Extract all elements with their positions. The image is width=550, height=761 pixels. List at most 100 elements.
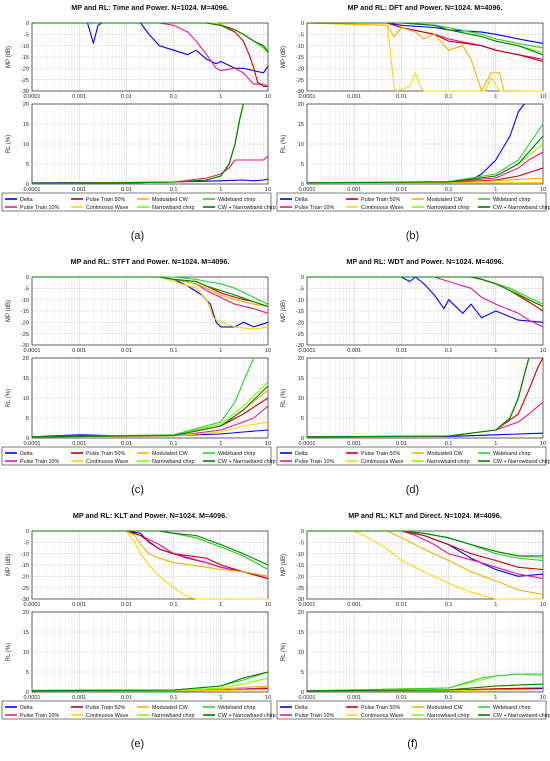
rl-xtick-label: 0.0001 <box>298 695 315 701</box>
rl-ytick-label: 0 <box>26 182 29 188</box>
mp-xtick-label: 0.01 <box>396 348 407 354</box>
rl-xtick-label: 0.001 <box>72 187 86 193</box>
rl-ytick-label: 0 <box>26 436 29 442</box>
rl-xtick-label: 0.01 <box>396 441 407 447</box>
rl-ytick-label: 15 <box>23 122 29 128</box>
mp-xtick-label: 0.0001 <box>23 94 40 100</box>
mp-ytick-label: -30 <box>296 597 304 603</box>
panel-label: (d) <box>406 484 419 496</box>
legend-entry: Delta <box>20 705 33 711</box>
rl-ytick-label: 5 <box>301 670 304 676</box>
mp-series-continuous-wave <box>307 22 543 92</box>
legend-entry: Pulse Train 10% <box>295 205 334 211</box>
rl-ytick-label: 10 <box>298 650 304 656</box>
legend-entry: Pulse Train 50% <box>361 705 400 711</box>
rl-ytick-label: 20 <box>298 610 304 616</box>
rl-series-modulated-cw <box>307 177 543 184</box>
legend-entry: Continuous Wave <box>361 713 403 719</box>
mp-series-cw-narrowband-chirp <box>32 22 268 53</box>
mp-xtick-label: 1 <box>219 348 222 354</box>
mp-xtick-label: 0.0001 <box>298 602 315 608</box>
mp-series-group <box>32 276 268 330</box>
legend-entry: Continuous Wave <box>361 459 403 465</box>
rl-xtick-label: 10 <box>265 695 271 701</box>
rl-ytick-label: 10 <box>298 142 304 148</box>
rl-ylabel: RL (%) <box>6 643 12 661</box>
mp-xtick-label: 0.001 <box>72 602 86 608</box>
mp-ytick-label: -25 <box>296 78 304 84</box>
mp-xtick-label: 0.01 <box>396 602 407 608</box>
rl-series-cw-narrowband-chirp <box>32 103 244 184</box>
mp-ytick-label: -20 <box>296 575 304 581</box>
legend-entry: Pulse Train 50% <box>86 197 125 203</box>
rl-xtick-label: 10 <box>540 187 546 193</box>
mp-xtick-label: 0.01 <box>121 602 132 608</box>
legend-entry: Delta <box>295 197 308 203</box>
mp-xtick-label: 1 <box>494 348 497 354</box>
mp-series-cw-narrowband-chirp <box>32 530 268 566</box>
mp-xtick-label: 10 <box>265 602 271 608</box>
legend-entry: Pulse Train 50% <box>86 451 125 457</box>
rl-ytick-label: 10 <box>298 396 304 402</box>
mp-xtick-label: 0.001 <box>347 348 361 354</box>
mp-series-delta <box>32 22 268 74</box>
legend: Delta Pulse Train 10% Pulse Train 50% Conti… <box>276 192 550 212</box>
mp-ytick-label: -20 <box>21 67 29 73</box>
mp-ytick-label: -10 <box>296 44 304 50</box>
rl-series-group <box>32 103 268 184</box>
mp-xtick-label: 1 <box>494 94 497 100</box>
mp-series-continuous-wave <box>32 276 268 330</box>
legend-entry: Wideband chirp <box>218 197 255 203</box>
legend-entry: CW + Narrowband chirp <box>493 205 550 211</box>
legend-entry: Pulse Train 10% <box>20 205 59 211</box>
rl-ylabel: RL (%) <box>281 389 287 407</box>
rl-series-wideband-chirp <box>307 673 543 692</box>
mp-series-cw-narrowband-chirp <box>307 530 543 557</box>
chart-title: MP and RL: KLT and Power. N=1024. M=4096… <box>73 511 227 520</box>
mp-ytick-label: -5 <box>299 33 304 39</box>
mp-xtick-label: 0.1 <box>170 94 178 100</box>
mp-xtick-label: 10 <box>540 602 546 608</box>
legend-entry: CW + Narrowband chirp <box>218 205 276 211</box>
mp-xtick-label: 0.001 <box>72 348 86 354</box>
legend-entry: Continuous Wave <box>361 205 403 211</box>
mp-series-cw-narrowband-chirp <box>32 276 268 308</box>
rl-xtick-label: 0.01 <box>396 695 407 701</box>
rl-ytick-label: 0 <box>301 690 304 696</box>
legend-entry: Narrowband chirp <box>152 459 195 465</box>
rl-xtick-label: 0.0001 <box>298 441 315 447</box>
rl-xtick-label: 1 <box>494 695 497 701</box>
mp-ytick-label: -25 <box>21 332 29 338</box>
legend-entry: Delta <box>20 451 33 457</box>
mp-xtick-label: 0.1 <box>170 602 178 608</box>
legend-entry: CW + Narrowband chirp <box>218 713 276 719</box>
legend-entry: Delta <box>295 705 308 711</box>
mp-xtick-label: 1 <box>219 94 222 100</box>
mp-ylabel: MP (dB) <box>6 300 12 322</box>
mp-ytick-label: 0 <box>301 21 304 27</box>
mp-ytick-label: 0 <box>26 275 29 281</box>
legend-entry: Wideband chirp <box>218 451 255 457</box>
rl-xtick-label: 0.0001 <box>23 187 40 193</box>
mp-series-pulse-train-10 <box>307 276 543 328</box>
rl-xtick-label: 1 <box>219 187 222 193</box>
legend-entry: Pulse Train 10% <box>295 459 334 465</box>
mp-ytick-label: -10 <box>21 44 29 50</box>
rl-ytick-label: 5 <box>301 416 304 422</box>
mp-series-pulse-train-50 <box>307 22 543 63</box>
mp-series-group <box>307 530 543 600</box>
rl-ytick-label: 5 <box>301 162 304 168</box>
rl-axes-frame <box>31 611 269 693</box>
legend-entry: Narrowband chirp <box>427 459 470 465</box>
panel-d: MP and RL: WDT and Power. N=1024. M=4096… <box>276 257 550 496</box>
panel-a: MP and RL: Time and Power. N=1024. M=409… <box>1 3 276 242</box>
mp-ytick-label: -15 <box>296 309 304 315</box>
mp-axes-frame <box>306 530 544 600</box>
mp-xtick-label: 10 <box>540 94 546 100</box>
mp-ytick-label: -5 <box>299 287 304 293</box>
rl-axes-frame <box>306 611 544 693</box>
rl-xtick-label: 1 <box>494 441 497 447</box>
rl-ytick-label: 15 <box>298 630 304 636</box>
mp-xtick-label: 0.1 <box>445 348 453 354</box>
rl-ytick-label: 0 <box>301 182 304 188</box>
